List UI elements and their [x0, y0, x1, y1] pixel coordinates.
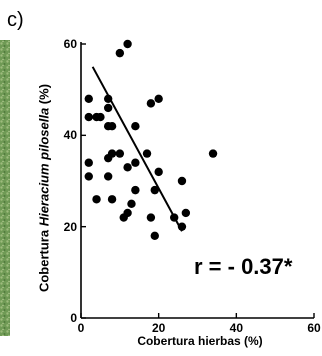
- data-point: [154, 94, 163, 104]
- data-point: [181, 208, 191, 218]
- photo-strip: [0, 40, 10, 336]
- data-point: [123, 208, 132, 218]
- data-point: [170, 213, 179, 222]
- trend-line-group: [91, 66, 183, 232]
- y-axis-title-species: Hieracium pilosella: [36, 107, 52, 227]
- data-point: [92, 195, 101, 204]
- data-point: [177, 176, 187, 186]
- data-point: [154, 167, 163, 177]
- data-point: [131, 185, 140, 195]
- data-point: [103, 103, 113, 113]
- data-point: [84, 158, 93, 167]
- data-point: [107, 149, 117, 158]
- data-point: [84, 172, 93, 181]
- x-tick-label: 20: [151, 321, 166, 335]
- y-tick-label: 40: [63, 128, 77, 143]
- correlation-annotation: r = - 0.37*: [194, 254, 293, 279]
- data-point: [208, 149, 218, 158]
- data-points: [84, 39, 218, 240]
- data-point: [103, 94, 113, 104]
- trend-line: [91, 66, 183, 232]
- data-point: [96, 112, 105, 122]
- x-tick-label: 60: [307, 321, 321, 335]
- data-point: [84, 94, 93, 104]
- data-point: [150, 231, 159, 240]
- data-point: [142, 149, 152, 158]
- data-point: [150, 185, 159, 195]
- data-point: [127, 199, 136, 209]
- data-point: [123, 163, 132, 172]
- y-axis-title-suffix: (%): [36, 83, 52, 108]
- axes: [80, 42, 315, 319]
- y-axis-title: Cobertura Hieracium pilosella (%): [36, 83, 52, 293]
- data-point: [103, 172, 113, 181]
- data-point: [146, 99, 156, 108]
- data-point: [131, 158, 140, 167]
- data-point: [107, 122, 117, 131]
- data-point: [107, 195, 117, 204]
- x-tick-label: 0: [77, 321, 85, 335]
- data-point: [123, 39, 132, 49]
- data-point: [115, 149, 125, 158]
- data-point: [84, 112, 93, 122]
- data-point: [177, 222, 187, 231]
- data-point: [131, 122, 140, 131]
- data-point: [115, 48, 125, 58]
- y-tick-label: 60: [63, 37, 77, 51]
- y-tick-label: 20: [63, 219, 77, 234]
- x-axis-title: Cobertura hierbas (%): [137, 334, 263, 348]
- data-point: [146, 213, 156, 222]
- y-axis-title-prefix: Cobertura: [36, 226, 52, 293]
- x-tick-label: 40: [229, 321, 243, 335]
- y-tick-label: 0: [70, 311, 77, 325]
- panel-label: c): [7, 9, 24, 31]
